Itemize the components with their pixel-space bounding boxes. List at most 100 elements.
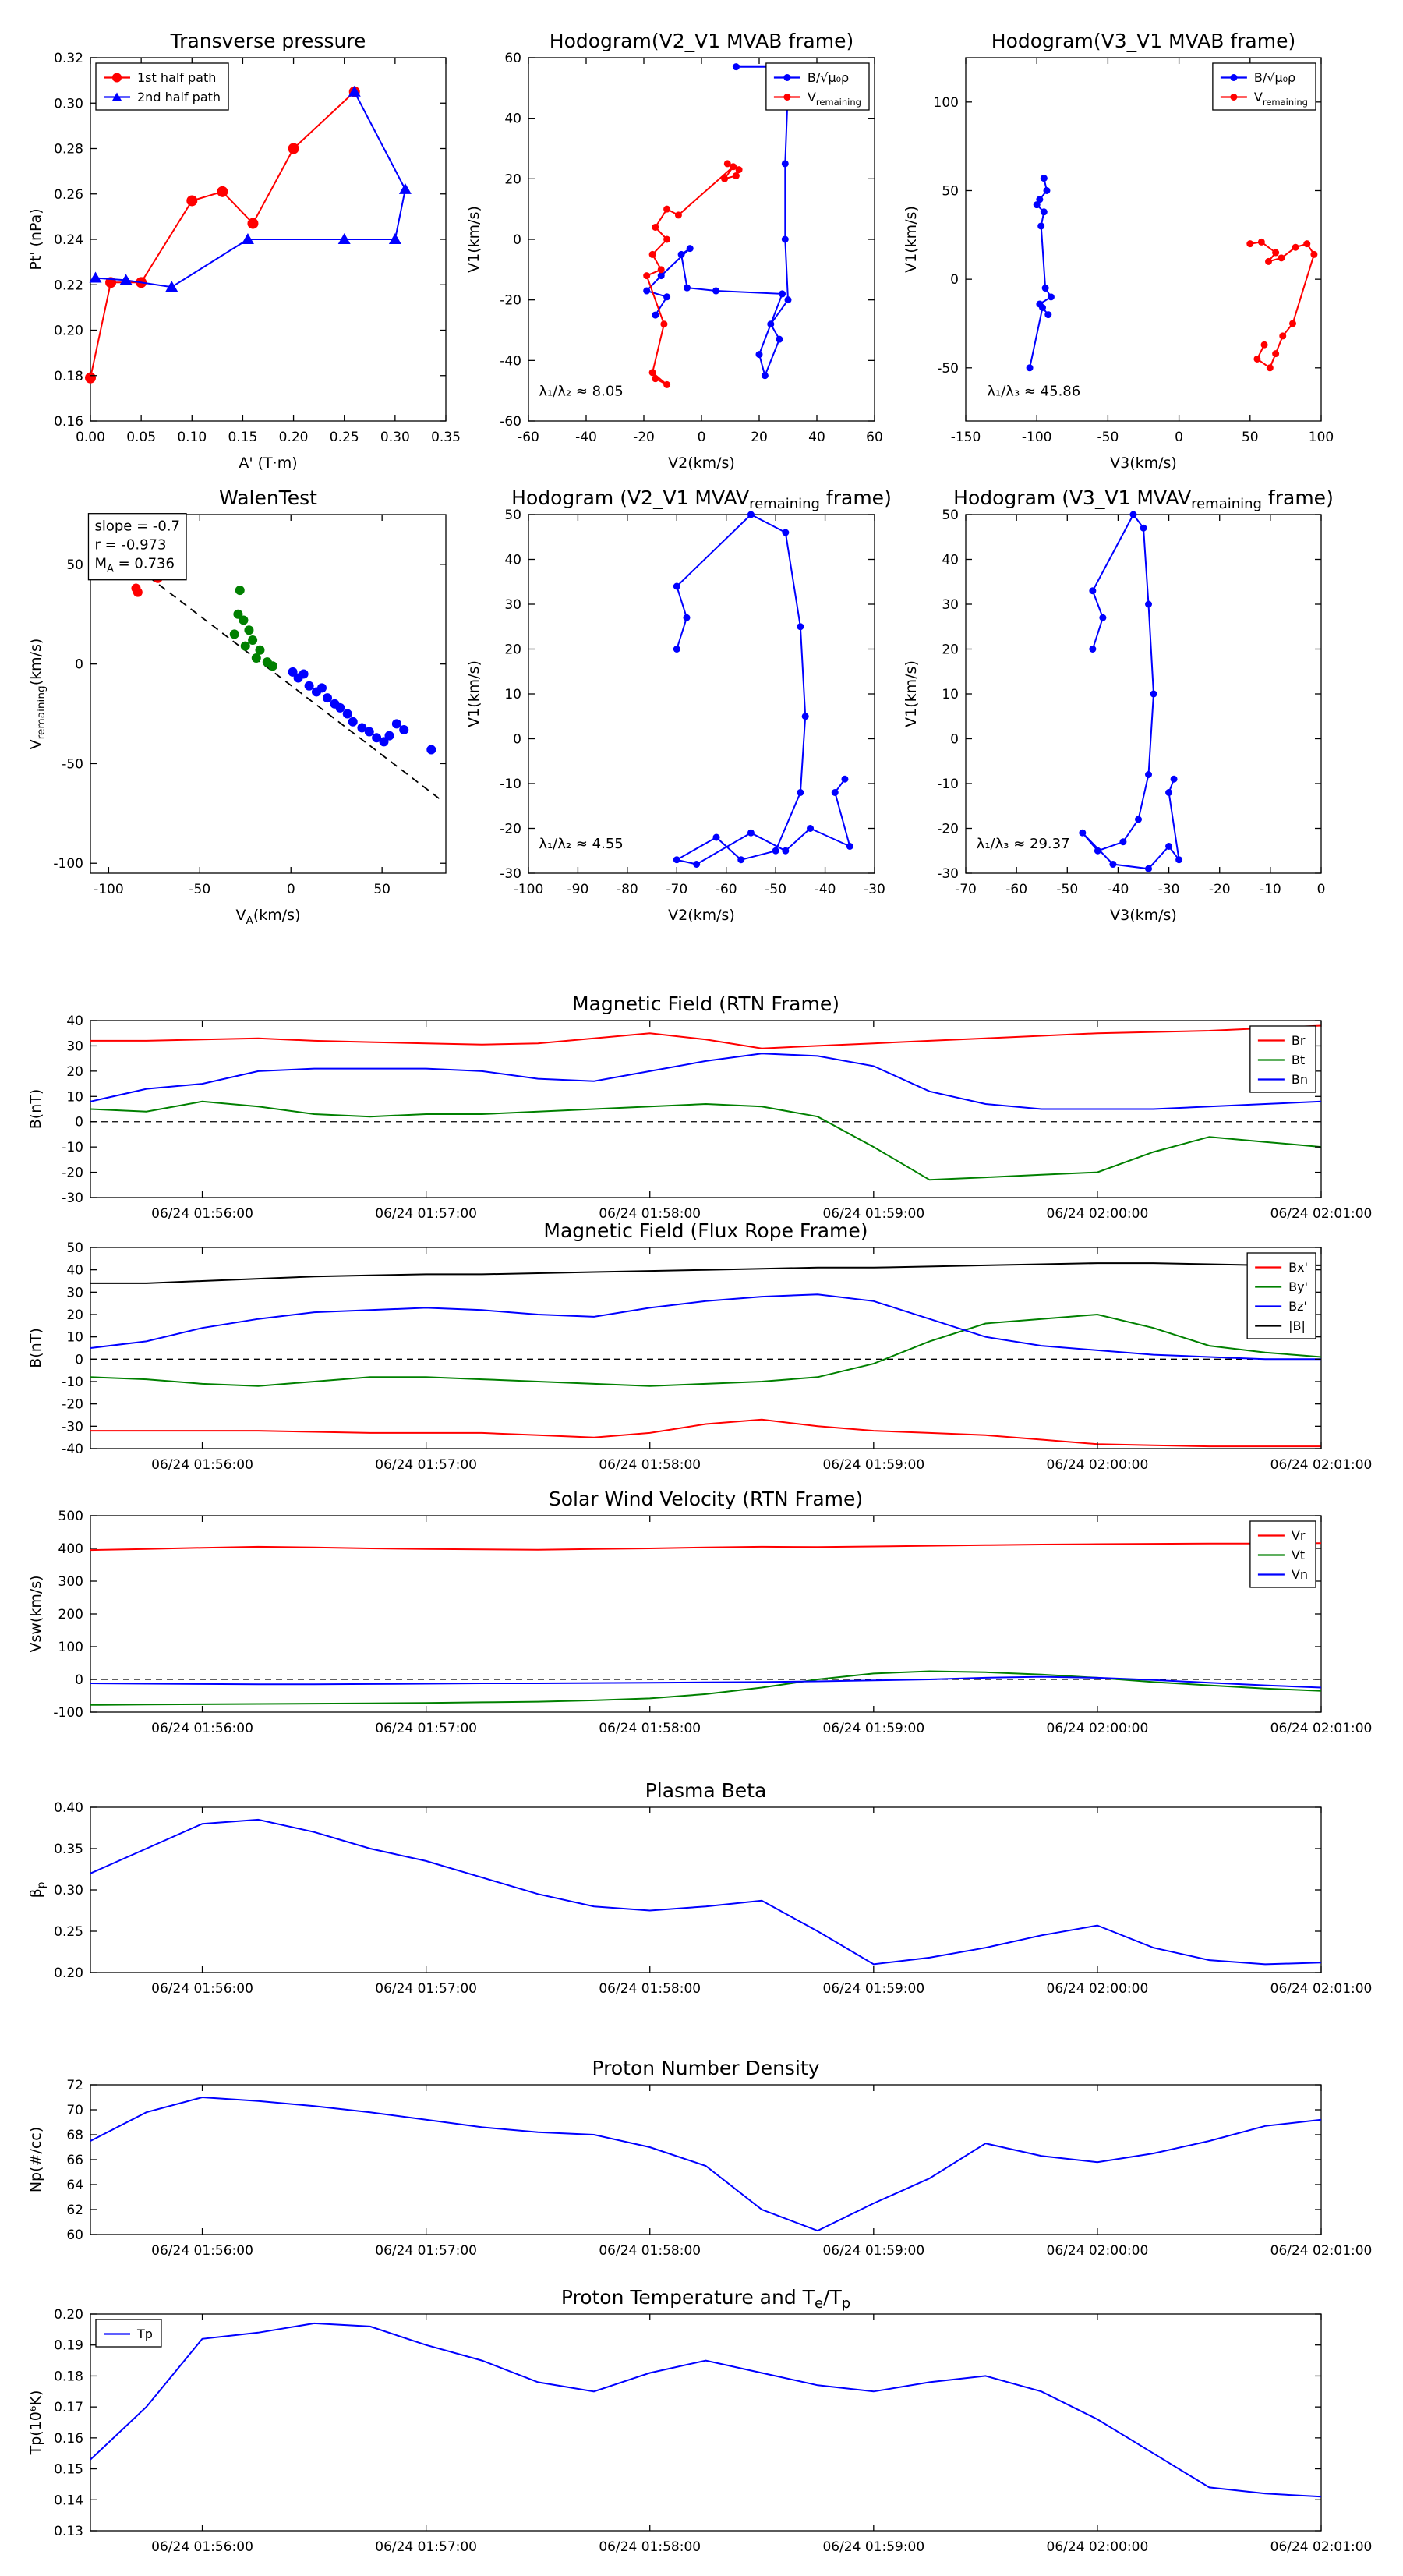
x-tick-label: -50 bbox=[765, 882, 786, 897]
marker-dot bbox=[783, 94, 791, 101]
marker-dot bbox=[348, 717, 358, 727]
chart-title: Magnetic Field (RTN Frame) bbox=[572, 993, 839, 1015]
y-tick-label: 0 bbox=[75, 1115, 83, 1131]
x-tick-label: 0 bbox=[1175, 430, 1183, 445]
y-tick-label: 30 bbox=[66, 1285, 83, 1300]
marker-dot bbox=[1289, 320, 1297, 327]
x-tick-label: -10 bbox=[1260, 882, 1281, 897]
series-Np bbox=[90, 2096, 1322, 2232]
marker-dot bbox=[782, 847, 790, 855]
chart-mf_rtn: 06/24 01:56:00 06/24 01:57:00 06/24 01:58:… bbox=[27, 993, 1372, 1222]
legend: Vr Vt Vn bbox=[1249, 1520, 1316, 1588]
x-tick-label: -20 bbox=[633, 430, 655, 445]
y-tick-label: -30 bbox=[62, 1191, 83, 1206]
x-tick-label: 06/24 01:57:00 bbox=[375, 1206, 477, 1222]
y-tick-label: -20 bbox=[62, 1166, 83, 1181]
y-tick-label: 68 bbox=[66, 2128, 83, 2143]
y-tick-label: 0.16 bbox=[54, 2431, 83, 2447]
y-tick-label: 0 bbox=[513, 732, 521, 748]
x-tick-label: 0.05 bbox=[126, 430, 156, 445]
marker-dot bbox=[797, 789, 804, 796]
y-tick-label: 200 bbox=[58, 1607, 83, 1622]
annotation: λ₁/λ₃ ≈ 29.37 bbox=[977, 836, 1070, 852]
marker-dot bbox=[391, 719, 401, 729]
y-tick-label: 0.17 bbox=[54, 2400, 83, 2415]
x-tick-label: 06/24 01:59:00 bbox=[822, 2539, 924, 2555]
y-tick-label: -100 bbox=[53, 1705, 83, 1721]
y-tick-label: 40 bbox=[66, 1263, 83, 1279]
x-tick-label: 06/24 01:57:00 bbox=[375, 1721, 477, 1736]
marker-dot bbox=[1230, 94, 1238, 101]
x-tick-label: 0 bbox=[1317, 882, 1326, 897]
x-tick-label: 06/24 02:00:00 bbox=[1047, 2539, 1149, 2555]
x-axis-label: V3(km/s) bbox=[1110, 907, 1177, 924]
x-tick-label: -100 bbox=[1022, 430, 1052, 445]
marker-dot bbox=[657, 272, 665, 280]
x-tick-label: 06/24 01:57:00 bbox=[375, 1981, 477, 1997]
marker-dot bbox=[1310, 250, 1318, 258]
x-axis-label: V3(km/s) bbox=[1110, 455, 1177, 472]
marker-dot bbox=[735, 166, 743, 174]
y-tick-label: 20 bbox=[66, 1307, 83, 1323]
y-tick-label: 64 bbox=[66, 2178, 83, 2193]
series-Tp bbox=[90, 2322, 1322, 2498]
x-tick-label: -40 bbox=[815, 882, 836, 897]
y-axis-label: Vsw(km/s) bbox=[27, 1575, 44, 1652]
legend-label: B/√μ₀ρ bbox=[808, 70, 849, 85]
marker-dot bbox=[1041, 285, 1049, 292]
x-tick-label: 06/24 02:00:00 bbox=[1047, 1206, 1149, 1222]
axes-frame bbox=[90, 2313, 1322, 2532]
y-tick-label: 40 bbox=[504, 111, 521, 127]
marker-dot bbox=[357, 723, 367, 733]
legend-label: By' bbox=[1288, 1279, 1308, 1294]
y-tick-label: -10 bbox=[500, 777, 521, 792]
marker-dot bbox=[663, 293, 671, 301]
y-tick-label: -40 bbox=[62, 1442, 83, 1457]
chart-walen_test: -100 -50 0 50 -100 -50 0 50 WalenTest VA(km/s) Vre… bbox=[27, 487, 447, 927]
y-tick-label: 0.32 bbox=[54, 51, 83, 66]
annotation-text: r = -0.973 bbox=[94, 537, 166, 554]
marker-dot bbox=[648, 250, 656, 258]
y-tick-label: 0.26 bbox=[54, 187, 83, 203]
chart-mf_fluxrope: 06/24 01:56:00 06/24 01:57:00 06/24 01:58:… bbox=[27, 1219, 1372, 1473]
y-tick-label: 0.30 bbox=[54, 1883, 83, 1898]
x-axis-label: VA(km/s) bbox=[236, 907, 301, 927]
marker-dot bbox=[673, 856, 680, 864]
x-tick-label: 06/24 02:01:00 bbox=[1270, 1721, 1373, 1736]
legend-label: Vremaining bbox=[808, 90, 861, 108]
marker-dot bbox=[721, 175, 729, 182]
x-tick-label: 06/24 01:58:00 bbox=[599, 1206, 701, 1222]
marker-dot bbox=[732, 172, 740, 179]
legend: Br Bt Bn bbox=[1249, 1025, 1316, 1093]
marker-dot bbox=[267, 661, 277, 671]
axes-frame bbox=[528, 514, 875, 874]
y-tick-label: 0.15 bbox=[54, 2462, 83, 2478]
marker-dot bbox=[673, 646, 680, 653]
marker-dot bbox=[693, 861, 701, 868]
x-tick-label: -70 bbox=[955, 882, 977, 897]
x-tick-label: 0.30 bbox=[380, 430, 410, 445]
chart-proton_density: 06/24 01:56:00 06/24 01:57:00 06/24 01:58:… bbox=[27, 2057, 1372, 2259]
y-tick-label: 0.18 bbox=[54, 2369, 83, 2384]
annotation-text: λ₁/λ₂ ≈ 8.05 bbox=[539, 383, 623, 399]
marker-dot bbox=[652, 223, 659, 231]
x-tick-label: 0.35 bbox=[431, 430, 461, 445]
y-tick-label: 30 bbox=[66, 1039, 83, 1054]
marker-dot bbox=[846, 843, 853, 850]
y-tick-label: 30 bbox=[942, 597, 959, 613]
marker-dot bbox=[1165, 789, 1173, 796]
y-tick-label: 0.16 bbox=[54, 414, 83, 430]
marker-dot bbox=[1278, 254, 1285, 262]
series-Bz-prime bbox=[90, 1293, 1321, 1361]
marker-dot bbox=[1150, 690, 1157, 698]
x-tick-label: -80 bbox=[617, 882, 638, 897]
marker-dot bbox=[1145, 600, 1153, 608]
y-axis-label: V1(km/s) bbox=[465, 660, 482, 727]
y-tick-label: -30 bbox=[937, 866, 959, 882]
y-tick-label: 70 bbox=[66, 2103, 83, 2118]
x-tick-label: 06/24 01:58:00 bbox=[599, 1981, 701, 1997]
x-tick-label: 06/24 02:01:00 bbox=[1270, 2243, 1373, 2259]
x-tick-label: 06/24 02:00:00 bbox=[1047, 1457, 1149, 1473]
marker-dot bbox=[1038, 304, 1046, 312]
x-tick-label: -50 bbox=[1097, 430, 1119, 445]
